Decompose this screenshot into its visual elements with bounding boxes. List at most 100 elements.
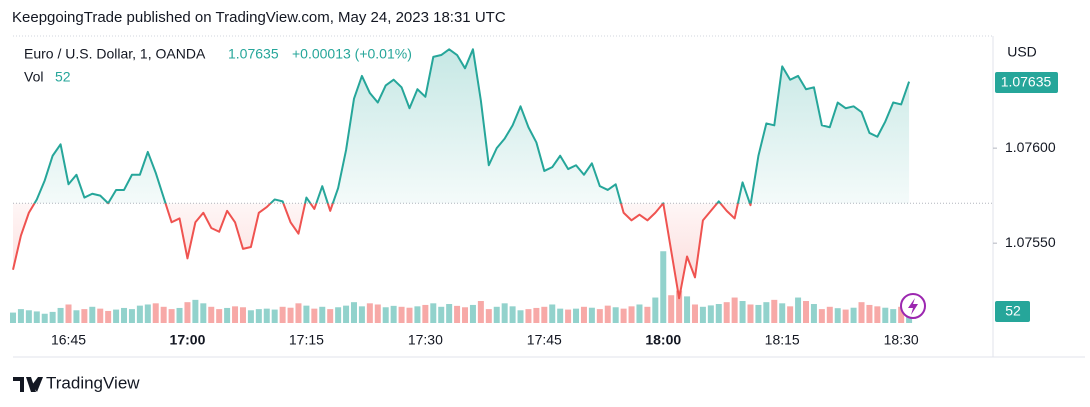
x-tick-label: 18:15 bbox=[765, 332, 800, 348]
volume-bar bbox=[834, 308, 841, 323]
volume-bar bbox=[73, 310, 80, 323]
x-tick-label: 18:30 bbox=[884, 332, 919, 348]
volume-bar bbox=[160, 306, 167, 323]
volume-bar bbox=[33, 311, 40, 323]
volume-bar bbox=[271, 309, 278, 323]
volume-bar bbox=[826, 306, 833, 323]
volume-bar bbox=[295, 303, 302, 323]
volume-bar bbox=[691, 304, 698, 323]
volume-bar bbox=[65, 304, 72, 323]
volume-bar bbox=[343, 305, 350, 323]
volume-bar bbox=[192, 299, 199, 323]
volume-bar bbox=[477, 301, 484, 323]
volume-bar bbox=[208, 306, 215, 323]
change: +0.00013 (+0.01%) bbox=[292, 46, 412, 62]
volume-bar bbox=[374, 304, 381, 323]
volume-bar bbox=[628, 306, 635, 323]
volume-bar bbox=[446, 304, 453, 323]
x-tick-label: 17:00 bbox=[170, 332, 206, 348]
volume-tag bbox=[995, 301, 1030, 322]
volume-bar bbox=[144, 304, 151, 323]
volume-bar bbox=[382, 307, 389, 323]
x-tick-label: 16:45 bbox=[51, 332, 86, 348]
volume-bar bbox=[176, 307, 183, 323]
volume-bar bbox=[803, 301, 809, 323]
volume-bar bbox=[580, 306, 587, 323]
volume-bar bbox=[152, 303, 159, 323]
volume-bar bbox=[573, 308, 580, 323]
volume-bar bbox=[128, 309, 135, 323]
volume-bar bbox=[557, 308, 564, 323]
volume-bar bbox=[882, 307, 889, 323]
volume-bar bbox=[525, 309, 532, 323]
volume-bar bbox=[739, 301, 746, 323]
volume-bar bbox=[319, 306, 326, 323]
volume-bar bbox=[549, 304, 556, 323]
volume-bar bbox=[636, 304, 643, 323]
volume-bar bbox=[366, 303, 373, 323]
volume-bar bbox=[469, 304, 476, 323]
logo bbox=[13, 377, 43, 392]
header: KeepgoingTrade published on TradingView.… bbox=[12, 9, 506, 26]
volume-bar bbox=[303, 305, 310, 323]
volume-bar bbox=[247, 310, 254, 323]
volume-bar bbox=[755, 304, 762, 323]
volume-bar bbox=[810, 304, 817, 323]
volume-bar bbox=[390, 305, 397, 323]
volume-bar bbox=[57, 307, 64, 323]
volume-bar bbox=[263, 308, 270, 323]
volume-bar bbox=[10, 312, 16, 323]
volume-bar bbox=[335, 307, 342, 323]
volume-bar bbox=[216, 309, 223, 323]
volume-bar bbox=[224, 307, 231, 323]
volume-bar bbox=[398, 306, 405, 323]
volume-bar bbox=[184, 302, 191, 323]
price-tag bbox=[995, 72, 1058, 93]
volume-bar bbox=[17, 309, 24, 323]
volume-bar bbox=[350, 302, 357, 323]
volume-bar bbox=[438, 306, 445, 323]
price-tag-label: 1.07635 bbox=[1001, 74, 1052, 90]
x-tick-label: 17:15 bbox=[289, 332, 324, 348]
volume-bar bbox=[200, 303, 207, 323]
volume-bar bbox=[731, 297, 738, 323]
volume-bar bbox=[541, 306, 548, 323]
volume-bar bbox=[787, 306, 794, 323]
volume-bar bbox=[358, 306, 365, 323]
volume-bar bbox=[684, 296, 691, 323]
volume-bar bbox=[113, 309, 120, 323]
volume-bar bbox=[818, 309, 825, 323]
volume-bar bbox=[747, 304, 754, 323]
volume-label: Vol bbox=[24, 69, 43, 85]
footer: TradingView bbox=[46, 373, 140, 392]
volume-bar bbox=[454, 305, 461, 323]
flash-icon[interactable] bbox=[900, 293, 926, 319]
volume-bar bbox=[279, 306, 286, 323]
y-tick-label: 1.07600 bbox=[1005, 139, 1056, 155]
volume-bar bbox=[121, 307, 128, 323]
volume-bar bbox=[588, 307, 595, 323]
volume-tag-label: 52 bbox=[1005, 303, 1021, 319]
volume-bar bbox=[287, 307, 294, 323]
volume-bar bbox=[509, 306, 516, 323]
volume-bar bbox=[795, 297, 802, 323]
volume-bar bbox=[239, 307, 246, 323]
currency: USD bbox=[1007, 44, 1037, 60]
volume-bar bbox=[533, 307, 540, 323]
volume-bar bbox=[668, 295, 675, 323]
volume-bar bbox=[81, 309, 88, 323]
volume-bar bbox=[89, 306, 96, 323]
volume-bar bbox=[136, 305, 143, 323]
volume-bar bbox=[612, 307, 619, 323]
x-tick-label: 18:00 bbox=[645, 332, 681, 348]
volume-bar bbox=[49, 311, 56, 323]
volume-bar bbox=[723, 302, 730, 323]
volume-bar bbox=[842, 309, 849, 323]
volume-bar bbox=[715, 304, 722, 323]
volume-bar bbox=[406, 307, 413, 323]
plot bbox=[10, 48, 993, 323]
area bbox=[13, 49, 910, 299]
volume-bar bbox=[858, 302, 865, 323]
last-price: 1.07635 bbox=[228, 46, 279, 62]
volume-bar bbox=[771, 299, 778, 323]
